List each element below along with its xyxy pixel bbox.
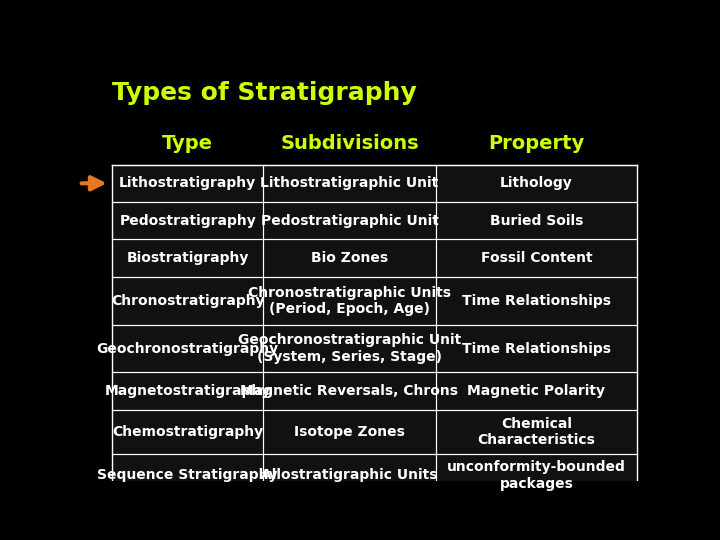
Bar	[112, 454, 636, 497]
Text: Allostratigraphic Units: Allostratigraphic Units	[261, 468, 438, 482]
Text: Geochronostratigraphy: Geochronostratigraphy	[96, 342, 279, 355]
Bar	[112, 239, 636, 277]
Bar	[112, 325, 636, 373]
Bar	[112, 410, 636, 454]
Text: Subdivisions: Subdivisions	[280, 134, 419, 153]
Text: Geochronostratigraphic Unit
(System, Series, Stage): Geochronostratigraphic Unit (System, Ser…	[238, 334, 461, 363]
Text: Bio Zones: Bio Zones	[311, 251, 388, 265]
Text: Property: Property	[488, 134, 585, 153]
Text: Buried Soils: Buried Soils	[490, 214, 583, 228]
Text: Chemical
Characteristics: Chemical Characteristics	[477, 417, 595, 447]
Text: Pedostratigraphic Unit: Pedostratigraphic Unit	[261, 214, 438, 228]
Text: Magnetic Polarity: Magnetic Polarity	[467, 384, 606, 398]
Text: Chronostratigraphy: Chronostratigraphy	[111, 294, 264, 308]
Text: Isotope Zones: Isotope Zones	[294, 425, 405, 438]
Text: Fossil Content: Fossil Content	[480, 251, 593, 265]
Text: Types of Stratigraphy: Types of Stratigraphy	[112, 82, 417, 105]
Text: Chemostratigraphy: Chemostratigraphy	[112, 425, 264, 438]
Text: Chronostratigraphic Units
(Period, Epoch, Age): Chronostratigraphic Units (Period, Epoch…	[248, 286, 451, 316]
Text: Type: Type	[162, 134, 213, 153]
Text: Sequence Stratigraphy: Sequence Stratigraphy	[97, 468, 278, 482]
Text: Time Relationships: Time Relationships	[462, 342, 611, 355]
Text: Lithostratigraphic Unit: Lithostratigraphic Unit	[261, 176, 438, 190]
Text: Biostratigraphy: Biostratigraphy	[127, 251, 249, 265]
Text: Magnetostratigraphy: Magnetostratigraphy	[104, 384, 271, 398]
Text: Pedostratigraphy: Pedostratigraphy	[120, 214, 256, 228]
Text: Lithostratigraphy: Lithostratigraphy	[119, 176, 256, 190]
Bar	[112, 373, 636, 410]
Bar	[112, 165, 636, 202]
Text: Magnetic Reversals, Chrons: Magnetic Reversals, Chrons	[240, 384, 459, 398]
Text: unconformity-bounded
packages: unconformity-bounded packages	[447, 460, 626, 490]
Bar	[112, 202, 636, 239]
Text: Lithology: Lithology	[500, 176, 573, 190]
Bar	[112, 277, 636, 325]
Text: Time Relationships: Time Relationships	[462, 294, 611, 308]
